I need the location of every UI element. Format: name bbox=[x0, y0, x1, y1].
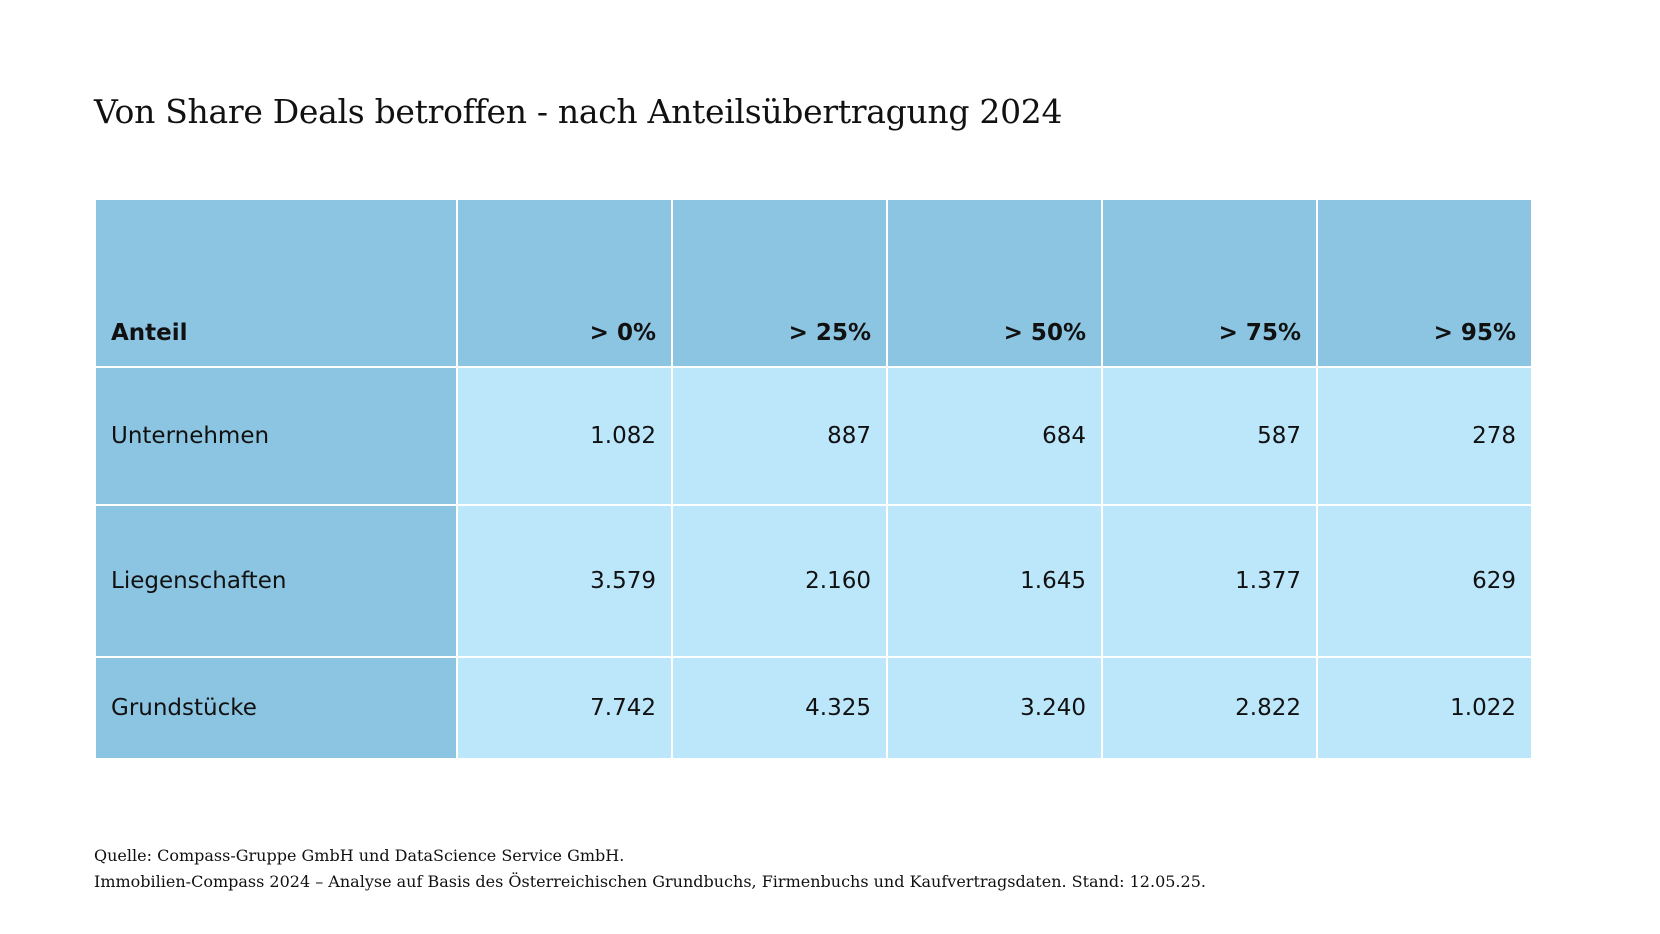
column-header-gt-95: > 95% bbox=[1316, 198, 1533, 368]
table-cell: 4.325 bbox=[671, 656, 888, 760]
column-header-gt-25: > 25% bbox=[671, 198, 888, 368]
row-label-unternehmen: Unternehmen bbox=[94, 366, 458, 506]
column-header-gt-0: > 0% bbox=[456, 198, 673, 368]
table-cell: 2.822 bbox=[1101, 656, 1318, 760]
table-cell: 629 bbox=[1316, 504, 1533, 658]
table-cell: 3.240 bbox=[886, 656, 1103, 760]
table-cell: 587 bbox=[1101, 366, 1318, 506]
table-cell: 1.082 bbox=[456, 366, 673, 506]
table-row: Unternehmen 1.082 887 684 587 278 bbox=[94, 366, 1533, 506]
table-cell: 2.160 bbox=[671, 504, 888, 658]
table-cell: 1.377 bbox=[1101, 504, 1318, 658]
column-header-anteil: Anteil bbox=[94, 198, 458, 368]
source-note: Quelle: Compass-Gruppe GmbH und DataScie… bbox=[94, 843, 1206, 895]
table-cell: 684 bbox=[886, 366, 1103, 506]
source-line: Quelle: Compass-Gruppe GmbH und DataScie… bbox=[94, 846, 625, 865]
table-header-row: Anteil > 0% > 25% > 50% > 75% > 95% bbox=[94, 198, 1533, 368]
table-row: Liegenschaften 3.579 2.160 1.645 1.377 6… bbox=[94, 504, 1533, 658]
column-header-gt-75: > 75% bbox=[1101, 198, 1318, 368]
source-line: Immobilien-Compass 2024 – Analyse auf Ba… bbox=[94, 872, 1206, 891]
table-cell: 1.022 bbox=[1316, 656, 1533, 760]
table-cell: 3.579 bbox=[456, 504, 673, 658]
column-header-gt-50: > 50% bbox=[886, 198, 1103, 368]
share-deals-table: Anteil > 0% > 25% > 50% > 75% > 95% Unte… bbox=[94, 198, 1533, 760]
table-row: Grundstücke 7.742 4.325 3.240 2.822 1.02… bbox=[94, 656, 1533, 760]
table-cell: 278 bbox=[1316, 366, 1533, 506]
page-title: Von Share Deals betroffen - nach Anteils… bbox=[94, 92, 1063, 131]
row-label-liegenschaften: Liegenschaften bbox=[94, 504, 458, 658]
table-cell: 887 bbox=[671, 366, 888, 506]
row-label-grundstuecke: Grundstücke bbox=[94, 656, 458, 760]
table-cell: 1.645 bbox=[886, 504, 1103, 658]
table-cell: 7.742 bbox=[456, 656, 673, 760]
